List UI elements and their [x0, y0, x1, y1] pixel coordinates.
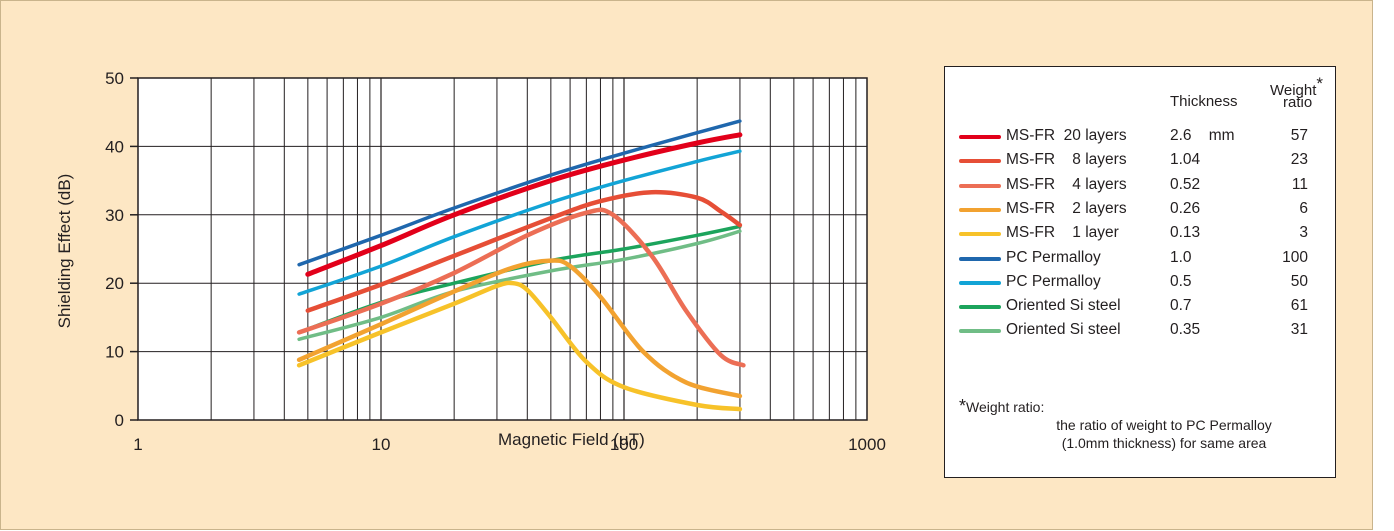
footnote-line-2: (1.0mm thickness) for same area: [1061, 435, 1267, 451]
series-line-4: [296, 258, 743, 399]
legend-row: MS-FR 1 layer 0.13 3: [945, 222, 1335, 244]
legend-thickness: 0.26: [1170, 199, 1201, 217]
legend-weight-ratio: 11: [1291, 175, 1308, 193]
legend-swatch: [959, 232, 1001, 237]
legend-thickness: 2.6 mm: [1170, 127, 1235, 144]
legend-series-name: MS-FR 20 layers: [1006, 127, 1127, 144]
legend-series-name: MS-FR 1 layer: [1006, 224, 1119, 242]
legend-weight-ratio: 31: [1290, 321, 1308, 339]
legend-series-name: MS-FR 8 layers: [1006, 151, 1127, 169]
y-tick-label: 10: [105, 343, 124, 362]
series-line-5: [296, 280, 743, 412]
legend-row: PC Permalloy 1.0 100: [945, 247, 1335, 269]
series-line-9: [297, 229, 742, 342]
y-tick-label: 40: [105, 137, 124, 156]
footnote-title: Weight ratio:: [966, 399, 1045, 415]
x-tick-label: 1: [133, 435, 142, 454]
legend-swatch: [959, 207, 1001, 212]
footnote-star: *: [959, 396, 967, 416]
legend-swatch: [959, 135, 1001, 139]
legend-swatch: [959, 183, 1001, 188]
y-axis-label: Shielding Effect (dB): [55, 173, 74, 329]
x-tick-label: 100: [610, 435, 638, 454]
legend-header-thickness: Thickness: [1170, 93, 1238, 110]
legend-series-name: PC Permalloy: [1006, 248, 1101, 266]
legend-row: Oriented Si steel 0.7 61: [945, 295, 1335, 317]
legend-swatch: [959, 305, 1001, 310]
legend-row: Oriented Si steel 0.35 31: [945, 319, 1335, 341]
legend-row: MS-FR 4 layers 0.52 11: [945, 174, 1335, 196]
legend-header-ratio: ratio: [1283, 94, 1313, 111]
legend-weight-ratio: 50: [1290, 272, 1308, 290]
legend-swatch: [959, 159, 1001, 164]
plot-frame: [137, 77, 868, 421]
legend-row: MS-FR 2 layers 0.26 6: [945, 198, 1335, 220]
legend-thickness: 1.0: [1170, 248, 1192, 266]
legend-header-weight: Weight*: [1270, 74, 1323, 99]
y-tick-label: 30: [105, 206, 124, 225]
legend-weight-ratio: 61: [1290, 297, 1308, 315]
legend-row: MS-FR 8 layers 1.04 23: [945, 149, 1335, 171]
series-line-7: [297, 149, 742, 296]
legend-thickness: 0.7: [1170, 297, 1192, 315]
legend-series-name: MS-FR 4 layers: [1006, 175, 1127, 193]
footnote-line-1: the ratio of weight to PC Permalloy: [1056, 417, 1272, 433]
legend-thickness: 0.35: [1170, 321, 1201, 339]
legend-series-name: PC Permalloy: [1006, 272, 1101, 290]
legend-thickness: 0.5: [1170, 272, 1192, 290]
series-line-3: [296, 207, 746, 368]
legend: Thickness Weight* ratio MS-FR 20 layers 2…: [944, 66, 1336, 478]
legend-swatch: [959, 256, 1001, 261]
x-tick-label: 10: [372, 435, 391, 454]
legend-row: MS-FR 20 layers 2.6 mm 57: [945, 125, 1335, 147]
legend-series-name: Oriented Si steel: [1006, 321, 1121, 339]
y-tick-label: 0: [115, 411, 124, 430]
x-axis-label: Magnetic Field (μT): [498, 430, 645, 449]
legend-thickness: 1.04: [1170, 151, 1201, 169]
legend-series-name: MS-FR 2 layers: [1006, 199, 1127, 217]
legend-row: PC Permalloy 0.5 50: [945, 271, 1335, 293]
legend-weight-ratio: 57: [1290, 127, 1308, 144]
series-line-2: [305, 189, 743, 313]
series-line-6: [297, 119, 742, 267]
legend-weight-ratio: 100: [1282, 248, 1308, 266]
legend-weight-ratio: 23: [1290, 151, 1308, 169]
legend-thickness: 0.52: [1170, 175, 1201, 193]
legend-swatch: [959, 280, 1001, 285]
x-tick-label: 1000: [848, 435, 886, 454]
legend-swatch: [959, 329, 1001, 334]
legend-thickness: 0.13: [1170, 224, 1201, 242]
legend-series-name: Oriented Si steel: [1006, 297, 1121, 315]
legend-weight-ratio: 6: [1299, 199, 1308, 217]
legend-footnote: *Weight ratio: the ratio of weight to PC…: [959, 397, 1329, 452]
y-tick-label: 20: [105, 274, 124, 293]
series-line-1: [305, 132, 743, 277]
y-tick-label: 50: [105, 69, 124, 88]
legend-weight-ratio: 3: [1299, 224, 1308, 242]
legend-header-weight-text: Weight: [1270, 82, 1317, 99]
legend-header-star: *: [1316, 74, 1324, 93]
